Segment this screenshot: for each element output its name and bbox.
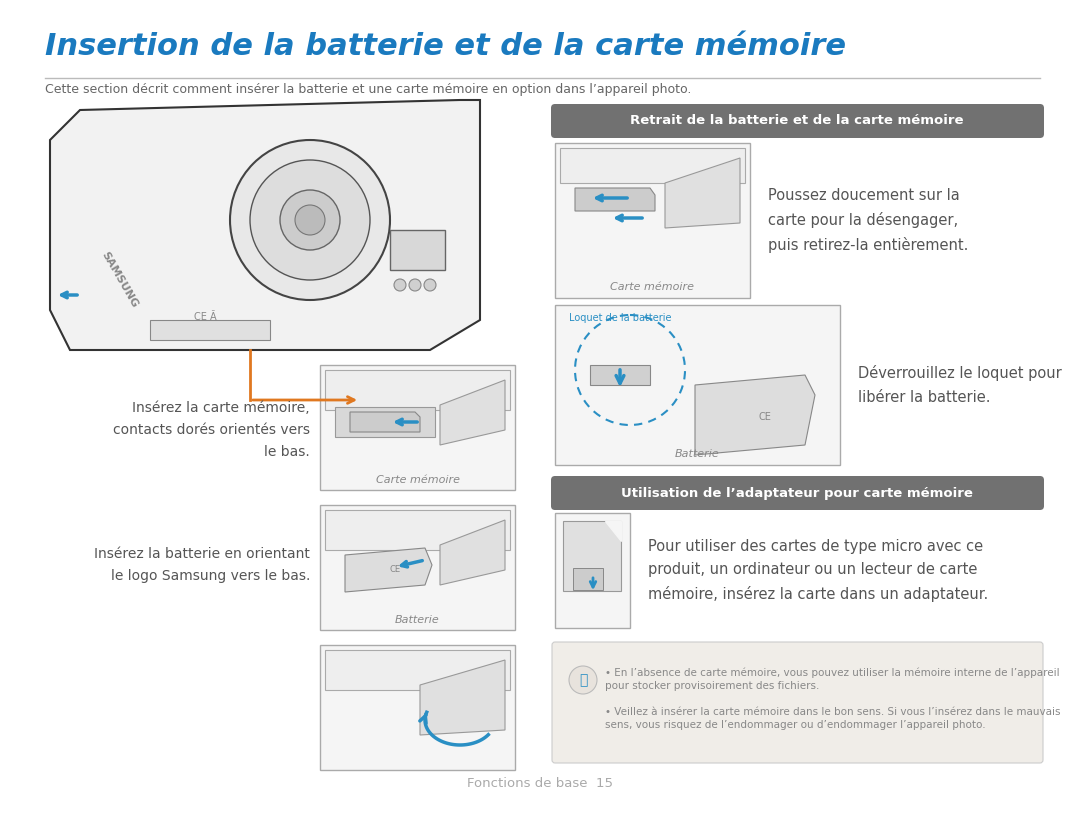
Text: CE Ã: CE Ã (193, 312, 216, 322)
Polygon shape (665, 158, 740, 228)
Polygon shape (350, 412, 420, 432)
Circle shape (394, 279, 406, 291)
Polygon shape (50, 100, 480, 350)
Polygon shape (575, 188, 654, 211)
Bar (555, 305, 840, 465)
Bar (555, 513, 630, 628)
FancyBboxPatch shape (552, 642, 1043, 763)
Bar (573, 568, 603, 590)
Circle shape (569, 666, 597, 694)
Bar (320, 365, 515, 490)
Text: Poussez doucement sur la
carte pour la désengager,
puis retirez-la entièrement.: Poussez doucement sur la carte pour la d… (768, 188, 969, 253)
Text: Utilisation de l’adaptateur pour carte mémoire: Utilisation de l’adaptateur pour carte m… (621, 487, 973, 500)
Bar (325, 370, 510, 410)
Circle shape (249, 160, 370, 280)
Bar (325, 510, 510, 550)
Text: Loquet de la batterie: Loquet de la batterie (569, 313, 672, 323)
Text: • Veillez à insérer la carte mémoire dans le bon sens. Si vous l’insérez dans le: • Veillez à insérer la carte mémoire dan… (605, 707, 1061, 730)
Text: CE: CE (758, 412, 771, 422)
Circle shape (230, 140, 390, 300)
FancyBboxPatch shape (551, 476, 1044, 510)
Bar (335, 407, 435, 437)
Text: Pour utiliser des cartes de type micro avec ce
produit, un ordinateur ou un lect: Pour utiliser des cartes de type micro a… (648, 539, 988, 602)
Polygon shape (345, 548, 432, 592)
Circle shape (409, 279, 421, 291)
Text: Carte mémoire: Carte mémoire (376, 475, 459, 485)
Text: Cette section décrit comment insérer la batterie et une carte mémoire en option : Cette section décrit comment insérer la … (45, 83, 691, 96)
Bar (325, 650, 510, 690)
Text: Insérez la batterie en orientant
le logo Samsung vers le bas.: Insérez la batterie en orientant le logo… (94, 547, 310, 583)
Text: • En l’absence de carte mémoire, vous pouvez utiliser la mémoire interne de l’ap: • En l’absence de carte mémoire, vous po… (605, 667, 1059, 690)
Text: ⓘ: ⓘ (579, 673, 588, 687)
Text: Carte mémoire: Carte mémoire (610, 282, 694, 292)
Text: Batterie: Batterie (395, 615, 440, 625)
Text: Batterie: Batterie (675, 449, 720, 459)
Polygon shape (440, 380, 505, 445)
Text: Déverrouillez le loquet pour
libérer la batterie.: Déverrouillez le loquet pour libérer la … (858, 365, 1062, 405)
Text: CE: CE (390, 565, 401, 574)
Circle shape (295, 205, 325, 235)
Bar (561, 148, 745, 183)
Bar (320, 645, 515, 770)
Circle shape (424, 279, 436, 291)
Polygon shape (605, 521, 621, 541)
Circle shape (280, 190, 340, 250)
Bar (320, 505, 515, 630)
FancyBboxPatch shape (551, 104, 1044, 138)
Text: Insérez la carte mémoire,
contacts dorés orientés vers
le bas.: Insérez la carte mémoire, contacts dorés… (113, 401, 310, 459)
Bar (150, 320, 270, 340)
Bar (390, 230, 445, 270)
Bar (555, 143, 750, 298)
Bar (590, 365, 650, 385)
Polygon shape (696, 375, 815, 455)
Polygon shape (440, 520, 505, 585)
Text: Insertion de la batterie et de la carte mémoire: Insertion de la batterie et de la carte … (45, 32, 846, 61)
Text: Fonctions de base  15: Fonctions de base 15 (467, 777, 613, 790)
Bar (563, 521, 621, 591)
Polygon shape (420, 660, 505, 735)
Text: SAMSUNG: SAMSUNG (100, 250, 140, 310)
Text: Retrait de la batterie et de la carte mémoire: Retrait de la batterie et de la carte mé… (631, 114, 963, 127)
